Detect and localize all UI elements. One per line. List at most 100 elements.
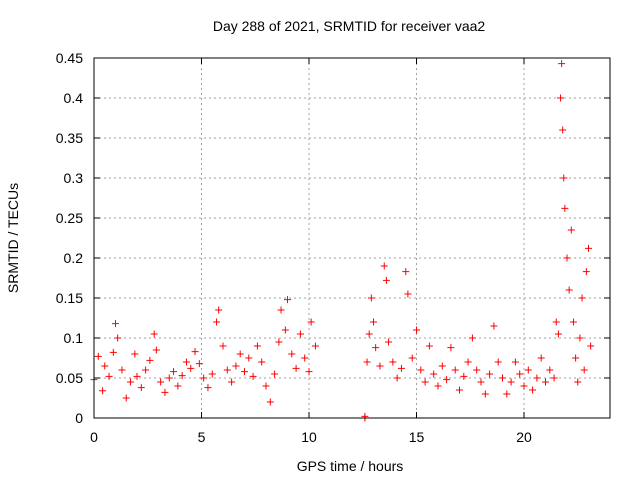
data-point — [112, 320, 119, 328]
data-point — [533, 374, 541, 382]
data-point — [558, 60, 566, 68]
data-point — [456, 386, 463, 394]
data-point — [580, 366, 588, 374]
data-point — [464, 358, 472, 366]
data-point — [281, 326, 289, 334]
data-point — [365, 330, 373, 338]
data-point — [165, 374, 173, 382]
data-series-srmtid — [90, 60, 595, 422]
data-point — [447, 344, 455, 352]
data-point — [554, 330, 562, 338]
data-point — [413, 326, 420, 334]
data-point — [114, 334, 122, 342]
data-point — [105, 372, 113, 380]
data-point — [131, 350, 139, 358]
data-point — [109, 348, 117, 356]
y-axis-label: SRMTID / TECUs — [5, 183, 21, 293]
y-tick-label: 0.35 — [56, 130, 83, 146]
data-point — [296, 330, 304, 338]
data-point — [574, 378, 582, 386]
data-point — [380, 262, 388, 270]
y-tick-label: 0.45 — [56, 50, 83, 66]
data-point — [546, 366, 554, 374]
data-point — [503, 390, 511, 398]
data-point — [559, 126, 567, 134]
data-point — [127, 378, 135, 386]
data-point — [236, 350, 244, 358]
data-point — [301, 354, 309, 362]
data-point — [178, 372, 186, 380]
data-point — [170, 368, 178, 376]
data-point — [421, 378, 429, 386]
data-point — [266, 398, 274, 406]
data-point — [208, 370, 216, 378]
data-point — [499, 374, 506, 382]
data-point — [529, 386, 537, 394]
data-point — [557, 94, 565, 102]
data-point — [576, 334, 584, 342]
data-point — [245, 354, 253, 362]
data-point — [157, 378, 165, 386]
data-point — [417, 366, 425, 374]
data-point — [569, 318, 577, 326]
data-point — [434, 382, 442, 390]
x-tick-label: 5 — [198, 429, 206, 445]
data-point — [146, 356, 154, 364]
data-point — [481, 390, 489, 398]
data-point — [494, 358, 502, 366]
data-point — [204, 384, 212, 392]
data-point — [367, 294, 375, 302]
data-point — [516, 370, 524, 378]
grid-lines — [94, 58, 610, 418]
data-point — [284, 296, 291, 304]
data-point — [486, 370, 494, 378]
data-point — [253, 342, 261, 350]
data-point — [587, 342, 595, 350]
data-point — [572, 354, 580, 362]
data-point — [133, 372, 141, 380]
data-point — [376, 362, 384, 370]
data-point — [118, 366, 126, 374]
data-point — [258, 358, 266, 366]
data-point — [182, 358, 190, 366]
data-point — [262, 382, 270, 390]
data-point — [215, 306, 223, 314]
data-point — [307, 318, 315, 326]
data-point — [477, 378, 485, 386]
y-tick-label: 0 — [75, 410, 83, 426]
data-point — [389, 358, 397, 366]
data-point — [277, 306, 285, 314]
data-point — [292, 364, 300, 372]
y-tick-label: 0.15 — [56, 290, 83, 306]
data-point — [404, 290, 412, 298]
data-point — [473, 366, 481, 374]
data-point — [408, 354, 416, 362]
data-point — [565, 286, 573, 294]
data-point — [142, 366, 150, 374]
data-point — [552, 318, 560, 326]
data-point — [560, 174, 568, 182]
data-point — [150, 330, 158, 338]
data-point — [275, 338, 283, 346]
x-tick-label: 0 — [90, 429, 98, 445]
data-point — [363, 358, 371, 366]
data-point — [305, 368, 313, 376]
data-point — [228, 378, 236, 386]
data-point — [385, 338, 393, 346]
data-point — [507, 378, 515, 386]
data-point — [161, 388, 169, 396]
data-point — [187, 364, 195, 372]
data-point — [578, 294, 586, 302]
data-point — [101, 362, 109, 370]
x-tick-label: 15 — [409, 429, 425, 445]
data-point — [511, 358, 519, 366]
data-point — [468, 334, 476, 342]
y-tick-label: 0.4 — [64, 90, 84, 106]
data-point — [438, 362, 446, 370]
data-point — [550, 374, 558, 382]
data-point — [288, 350, 296, 358]
data-point — [219, 342, 227, 350]
plot-frame — [93, 57, 611, 419]
data-point — [382, 276, 390, 284]
